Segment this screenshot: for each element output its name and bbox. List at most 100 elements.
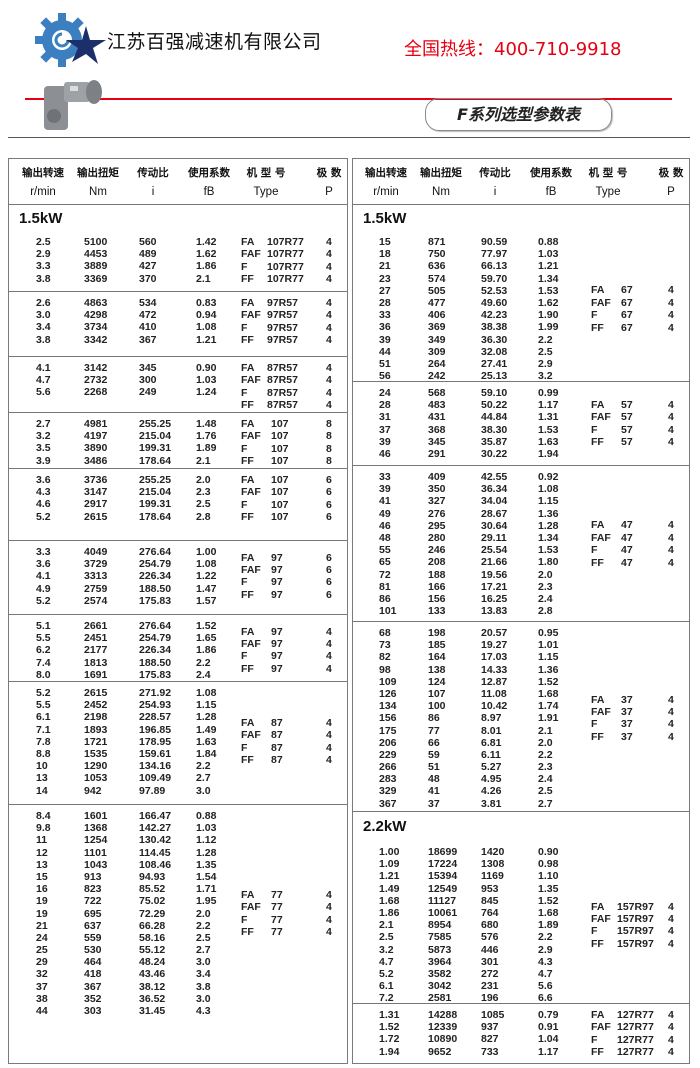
model-type: F 107 8 (241, 443, 341, 455)
torque-cell: 477 (428, 296, 446, 309)
table-row: 37 367 38.12 3.8 (9, 981, 239, 993)
torque-cell: 2581 (428, 992, 452, 1005)
model-type-list: FA 57 4 FAF 57 4 F 57 4 FF 57 4 (591, 399, 691, 449)
model-prefix: FAF (241, 486, 261, 499)
service-factor-cell: 2.4 (538, 773, 553, 786)
model-prefix: F (591, 544, 598, 557)
service-factor-cell: 1.74 (538, 700, 559, 713)
speed-cell: 55 (379, 544, 391, 557)
ratio-cell: 44.84 (481, 411, 508, 424)
model-prefix: FF (591, 556, 604, 569)
service-factor-cell: 1.08 (196, 687, 217, 699)
ratio-cell: 20.57 (481, 627, 508, 639)
row-group: 2.2kW 1.00 18699 1420 0.90 1.09 17224 1308 0.98 1… (353, 812, 689, 1004)
service-factor-cell: 1.99 (538, 321, 559, 334)
speed-cell: 16 (36, 883, 48, 896)
model-prefix: F (241, 498, 248, 511)
table-row: 4.3 3147 215.04 2.3 (9, 486, 239, 498)
table-row: 82 164 17.03 1.15 (353, 651, 583, 663)
service-factor-cell: 1.34 (538, 272, 559, 285)
model-type: F 107 6 (241, 499, 341, 511)
service-factor-cell: 3.4 (196, 968, 211, 981)
ratio-cell: 10.42 (481, 700, 508, 713)
table-row: 3.3 3889 427 1.86 (9, 260, 239, 272)
service-factor-cell: 2.2 (196, 760, 211, 773)
service-factor-cell: 2.3 (196, 486, 211, 499)
model-number: 97 (271, 576, 283, 589)
model-type: F 107R77 4 (241, 261, 341, 273)
service-factor-cell: 1.34 (538, 531, 559, 544)
service-factor-cell: 1.63 (196, 735, 217, 748)
ratio-cell: 3.81 (481, 797, 502, 810)
model-number: 37 (621, 706, 633, 719)
service-factor-cell: 0.91 (538, 1021, 559, 1034)
rows: 5.2 2615 271.92 1.08 5.5 2452 254.93 1.15 6.1 219… (9, 687, 239, 797)
service-factor-cell: 2.1 (538, 724, 553, 737)
service-factor-cell: 2.2 (196, 656, 211, 669)
model-type: FF 57 4 (591, 436, 691, 448)
model-type: FA 57 4 (591, 399, 691, 411)
column-header-unit: i (493, 186, 497, 198)
pole-count: 4 (326, 273, 332, 286)
model-type: FAF 107 8 (241, 430, 341, 442)
ratio-cell: 32.08 (481, 345, 508, 358)
column-header-cn: 机 型 号 (588, 167, 628, 179)
service-factor-cell: 1.03 (538, 248, 559, 261)
torque-cell: 198 (428, 627, 446, 639)
ratio-cell: 28.67 (481, 507, 508, 520)
torque-cell: 345 (428, 435, 446, 448)
model-prefix: FAF (241, 309, 261, 322)
model-type: FA 87R57 4 (241, 362, 341, 374)
model-type: FA 97 4 (241, 626, 341, 638)
speed-cell: 4.7 (379, 955, 394, 968)
ratio-cell: 196.85 (139, 723, 172, 736)
model-number: 57 (621, 398, 633, 411)
torque-cell: 368 (428, 423, 446, 436)
service-factor-cell: 1.53 (538, 423, 559, 436)
torque-cell: 750 (428, 248, 446, 261)
torque-cell: 350 (428, 483, 446, 496)
torque-cell: 2268 (84, 386, 108, 399)
speed-cell: 229 (379, 748, 397, 761)
speed-cell: 1.31 (379, 1009, 400, 1021)
model-type: FA 107 6 (241, 474, 341, 486)
ratio-cell: 272 (481, 967, 499, 980)
model-prefix: FF (241, 511, 254, 524)
torque-cell: 5100 (84, 236, 108, 248)
service-factor-cell: 1.47 (196, 582, 217, 595)
model-type: FAF 47 4 (591, 532, 691, 544)
service-factor-cell: 1.84 (196, 747, 217, 760)
model-number: 67 (621, 309, 633, 322)
service-factor-cell: 2.2 (538, 333, 553, 346)
ratio-cell: 5.27 (481, 761, 502, 774)
row-group: 3.6 3736 255.25 2.0 4.3 3147 215.04 2.3 4.6 2917 1… (9, 469, 347, 541)
model-prefix: FF (241, 588, 254, 601)
torque-cell: 3042 (428, 980, 452, 993)
speed-cell: 31 (379, 411, 391, 424)
table-row: 12 1101 114.45 1.28 (9, 847, 239, 859)
ratio-cell: 38.38 (481, 321, 508, 334)
speed-cell: 19 (36, 907, 48, 920)
torque-cell: 3486 (84, 454, 108, 467)
ratio-cell: 30.22 (481, 447, 508, 460)
model-number: 107R77 (267, 248, 304, 261)
table-row: 73 185 19.27 1.01 (353, 639, 583, 651)
ratio-cell: 199.31 (139, 442, 172, 455)
pole-count: 6 (326, 474, 332, 486)
table-row: 1.94 9652 733 1.17 (353, 1046, 583, 1058)
ratio-cell: 48.24 (139, 956, 166, 969)
ratio-cell: 199.31 (139, 498, 172, 511)
model-number: 47 (621, 544, 633, 557)
ratio-cell: 90.59 (481, 236, 508, 248)
pole-count: 4 (668, 309, 674, 322)
model-type: FAF 107R77 4 (241, 248, 341, 260)
ratio-cell: 680 (481, 919, 499, 932)
column-header-cn: 输出扭矩 (420, 167, 462, 179)
row-group: 2.6 4863 534 0.83 3.0 4298 472 0.94 3.4 3734 410 1.… (9, 292, 347, 357)
service-factor-cell: 2.4 (538, 592, 553, 605)
pole-count: 4 (326, 321, 332, 334)
model-prefix: FAF (591, 1021, 611, 1034)
model-number: 107 (271, 511, 289, 524)
speed-cell: 6.1 (379, 980, 394, 993)
column-header-unit: Nm (89, 186, 107, 198)
